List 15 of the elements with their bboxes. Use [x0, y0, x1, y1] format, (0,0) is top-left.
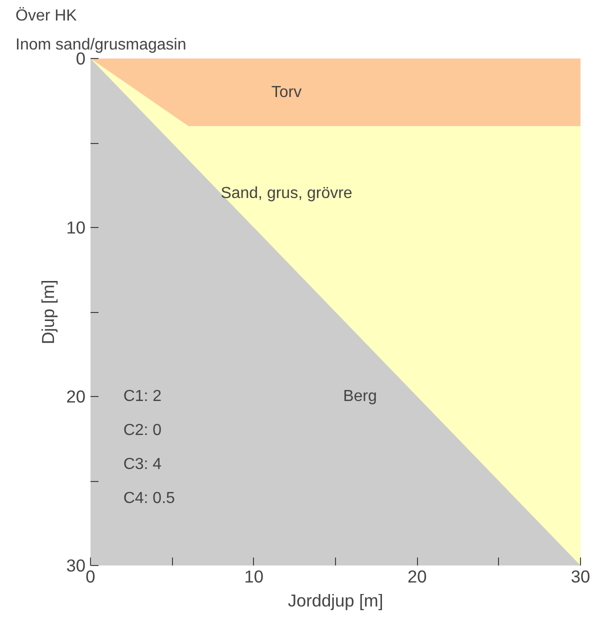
- x-tick-label: 30: [570, 566, 590, 586]
- x-tick-label: 20: [408, 566, 427, 586]
- x-axis-title: Jorddjup [m]: [288, 590, 384, 610]
- annotation: C1: 2: [123, 388, 162, 406]
- y-axis-title: Djup [m]: [38, 280, 58, 344]
- chart-title: Över HK: [16, 6, 78, 24]
- annotation: Berg: [343, 388, 377, 406]
- series-label: Torv: [271, 84, 302, 101]
- x-tick-label: 10: [244, 566, 264, 586]
- annotation: C4: 0.5: [123, 490, 176, 508]
- y-tick-label: 10: [66, 218, 86, 238]
- annotation: C2: 0: [123, 422, 162, 440]
- y-tick-label: 20: [66, 386, 86, 406]
- annotation: C3: 4: [123, 456, 162, 474]
- series-label: Sand, grus, grövre: [220, 185, 352, 202]
